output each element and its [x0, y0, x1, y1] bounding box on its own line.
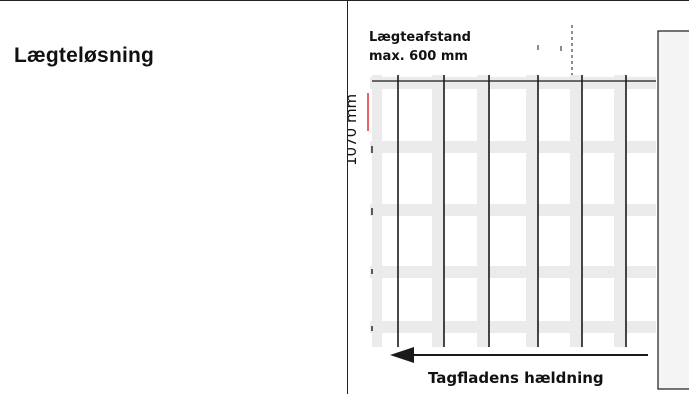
height-label: 1070 mm [348, 94, 360, 166]
horizontal-batten [370, 266, 656, 278]
counter-batten [614, 75, 626, 347]
counter-batten [372, 75, 382, 347]
section-heading: Lægteløsning [14, 44, 155, 67]
horizontal-battens [370, 77, 656, 333]
horizontal-batten [370, 141, 656, 153]
spacing-label-line2: max. 600 mm [369, 49, 468, 64]
horizontal-batten [370, 321, 656, 333]
spacing-label-line1: Lægteafstand [369, 30, 471, 45]
counter-batten [477, 75, 489, 347]
counter-batten [570, 75, 582, 347]
wall-panel [657, 30, 689, 390]
counter-batten [526, 75, 538, 347]
counter-batten [432, 75, 444, 347]
slope-arrow [390, 347, 648, 363]
horizontal-batten [370, 77, 656, 89]
batten-diagram: Lægteafstand max. 600 mm 1070 mm Tagflad… [348, 25, 689, 390]
rafters [397, 75, 627, 347]
frame-top-border [0, 0, 689, 1]
horizontal-batten [370, 204, 656, 216]
frame-divider [347, 0, 348, 394]
vertical-counter-battens [372, 75, 626, 347]
spacing-dimension [537, 25, 573, 75]
slope-label: Tagfladens hældning [428, 369, 604, 387]
